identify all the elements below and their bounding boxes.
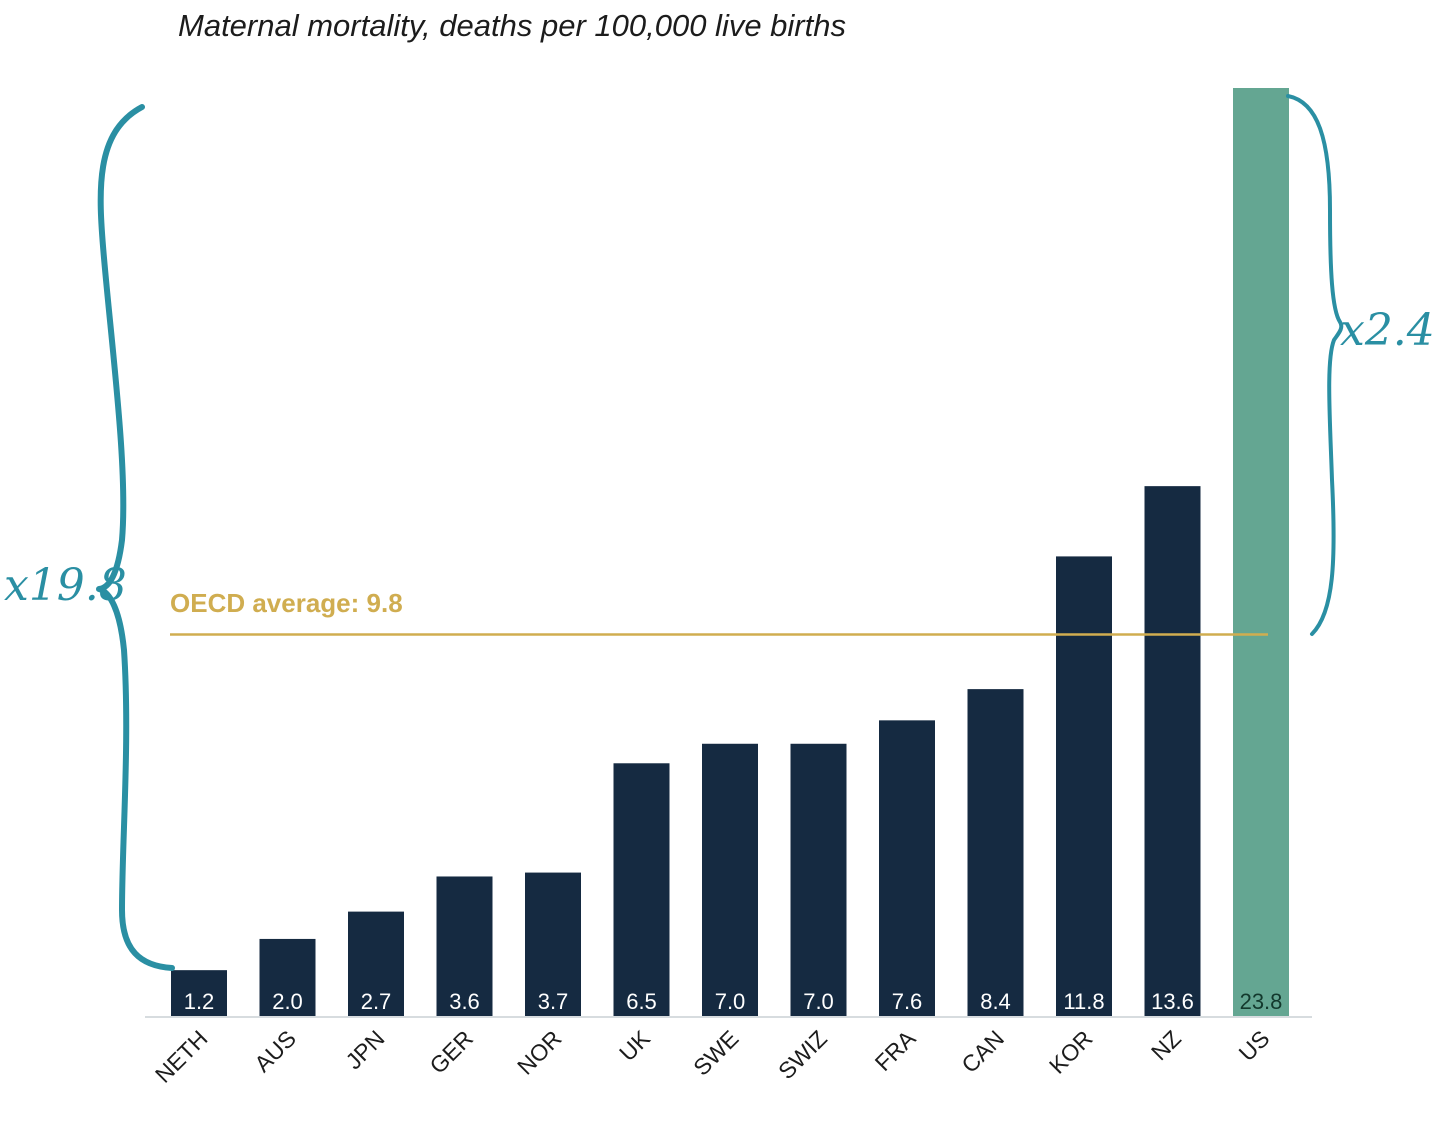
x-tick-label-neth: NETH [150, 1025, 213, 1088]
bar-swe [702, 743, 758, 1017]
left-brace-ratio-label: x19.8 [4, 560, 127, 611]
left-brace [96, 104, 175, 971]
oecd-average-label: OECD average: 9.8 [170, 588, 403, 618]
x-tick-label-swe: SWE [688, 1025, 743, 1080]
bar-nz [1144, 486, 1201, 1018]
x-tick-label-jpn: JPN [340, 1025, 389, 1074]
bar-can [967, 689, 1024, 1017]
bar-fra [879, 720, 935, 1017]
bar-value-label-uk: 6.5 [626, 989, 657, 1014]
bar-value-label-can: 8.4 [980, 989, 1011, 1014]
x-tick-label-uk: UK [614, 1025, 655, 1066]
bar-neth [171, 970, 227, 1017]
bar-kor [1056, 556, 1112, 1017]
x-tick-label-kor: KOR [1044, 1025, 1098, 1079]
bar-value-label-kor: 11.8 [1063, 989, 1104, 1014]
right-brace-ratio-label: x2.4 [1340, 305, 1435, 356]
bar-value-label-nor: 3.7 [538, 989, 569, 1014]
bar-nor [525, 872, 581, 1017]
bar-uk [613, 763, 670, 1017]
x-tick-label-ger: GER [424, 1025, 478, 1079]
bar-value-label-nz: 13.6 [1151, 989, 1194, 1014]
bar-value-label-aus: 2.0 [272, 989, 303, 1014]
x-tick-label-aus: AUS [249, 1025, 301, 1077]
x-tick-labels: NETH AUS JPN GER NOR UK SWE SWIZ FRA CAN KOR NZ US [150, 1025, 1275, 1088]
x-tick-label-nor: NOR [512, 1025, 567, 1080]
x-tick-label-swiz: SWIZ [773, 1025, 832, 1084]
bar-ger [436, 876, 493, 1017]
bar-aus [259, 938, 316, 1017]
bars-layer [171, 88, 1289, 1018]
bar-value-label-fra: 7.6 [892, 989, 923, 1014]
bar-value-label-us: 23.8 [1240, 989, 1283, 1014]
x-tick-label-nz: NZ [1146, 1025, 1186, 1065]
bar-value-label-swe: 7.0 [715, 989, 746, 1014]
bar-value-label-jpn: 2.7 [361, 989, 392, 1014]
bar-us [1233, 88, 1289, 1017]
bar-jpn [348, 911, 404, 1017]
x-tick-label-can: CAN [956, 1025, 1009, 1078]
right-brace [1286, 94, 1344, 636]
bar-value-label-swiz: 7.0 [803, 989, 834, 1014]
bar-swiz [790, 743, 847, 1017]
value-labels-layer: 1.2 2.0 2.7 3.6 3.7 6.5 7.0 7.0 7.6 8.4 11.8 13.6 23… [184, 989, 1283, 1014]
bar-value-label-neth: 1.2 [184, 989, 215, 1014]
x-tick-label-fra: FRA [870, 1025, 921, 1076]
chart-title: Maternal mortality, deaths per 100,000 l… [178, 8, 846, 43]
x-tick-label-us: US [1234, 1025, 1275, 1066]
bar-value-label-ger: 3.6 [449, 989, 480, 1014]
